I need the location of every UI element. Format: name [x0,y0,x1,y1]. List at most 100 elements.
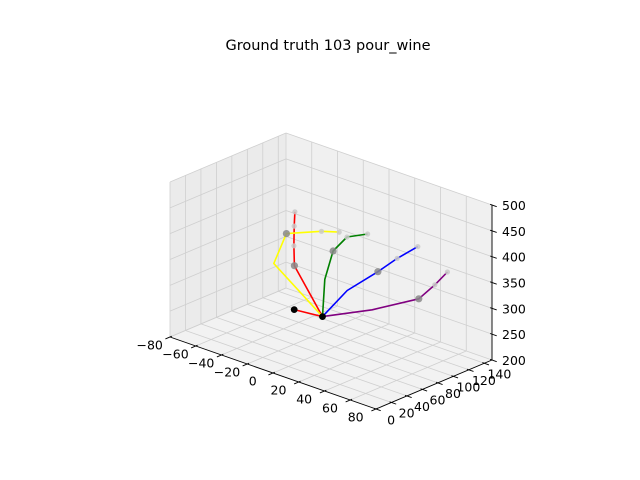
y-tick-mark [451,375,459,379]
y-tick-label: 120 [472,373,496,388]
joint-point-purple [444,269,450,275]
z-tick-mark [489,229,497,233]
y-tick-mark [482,362,490,366]
z-tick-label: 500 [502,198,526,213]
x-tick-label: −40 [188,356,214,371]
grid-line-z-back [285,132,493,206]
z-tick-label: 200 [502,353,526,368]
grid-lines [169,132,493,410]
joint-point-yellow [336,229,342,235]
joint-point-blue [394,255,400,261]
z-tick-label: 300 [502,301,526,316]
y-tick-label: 0 [387,412,395,427]
joint-point-blue [374,268,382,276]
joint-point-red [291,223,297,229]
y-tick-label: 140 [487,367,511,382]
joint-point-green [344,234,350,240]
y-tick-mark [404,394,412,399]
joint-point-yellow [318,228,325,234]
joint-point-green [365,231,371,237]
x-tick-label: −60 [162,347,188,362]
grid-line-z-left [169,261,287,312]
x-tick-mark [293,380,301,385]
grid-line-x-floor [298,332,415,383]
z-tick-mark [489,307,497,311]
grid-line-y-floor [231,310,438,384]
x-tick-mark [268,371,276,376]
z-tick-mark [489,333,497,337]
x-tick-mark [242,362,250,367]
grid-line-y-floor [247,303,454,377]
z-tick-mark [489,281,497,285]
grid-line-z-back [285,210,493,283]
z-tick-mark [489,203,497,208]
grid-line-y-floor [216,317,423,390]
x-tick-label: 60 [322,401,338,416]
z-tick-label: 350 [502,276,526,291]
z-tick-mark [489,255,497,259]
grid-line-x-floor [195,296,312,347]
y-tick-label: 40 [414,399,430,414]
joint-point-purple [432,282,438,288]
joint-point-red [290,262,298,270]
y-tick-mark [389,401,397,405]
x-tick-mark [345,398,353,403]
series-layer [272,209,450,320]
y-axis-line [375,359,493,410]
y-tick-mark [420,388,428,392]
x-tick-label: −20 [214,365,240,380]
y-tick-label: 60 [430,393,446,408]
y-tick-label: 20 [399,406,415,421]
grid-line-z-left [169,184,287,235]
y-tick-label: 100 [456,380,480,395]
x-tick-label: 40 [296,392,312,407]
grid-line-y-floor [185,330,392,403]
z-tick-mark [489,358,497,363]
joint-point-red [291,243,297,249]
joint-point-blue [415,244,421,250]
joint-point-red [292,209,298,215]
joint-point-purple [415,295,423,303]
grid-line-y-floor [200,323,408,397]
grid-line-y-floor [278,290,485,364]
grid-line-z-left [169,235,287,286]
grid-line-z-left [169,210,287,260]
grid-line-z-back [285,261,493,335]
z-tick-label: 250 [502,327,526,342]
z-tick-label: 450 [502,224,526,239]
grid-line-x-floor [221,305,338,356]
grid-line-z-back [285,158,493,232]
x-tick-mark [216,353,224,358]
grid-line-x-floor [247,314,364,365]
palm-point [290,306,298,313]
joint-point-yellow [282,230,290,238]
x-tick-label: 20 [271,383,287,398]
grid-line-z-back [285,235,493,309]
x-tick-mark [165,335,173,340]
grid-line-z-back [285,287,493,361]
grid-line-z-left [169,132,287,183]
grid-line-x-floor [350,350,467,401]
grid-line-z-left [169,158,287,209]
y-tick-mark [466,368,474,372]
chart-title: Ground truth 103 pour_wine [225,38,430,54]
joint-point-green [329,247,337,255]
z-tick-label: 400 [502,250,526,265]
y-tick-label: 80 [445,386,461,401]
x-tick-mark [371,407,379,412]
grid-line-z-left [169,287,287,338]
y-tick-mark [435,381,443,385]
x-tick-mark [190,344,198,349]
grid-line-x-floor [324,341,441,392]
grid-line-x-floor [272,323,390,374]
x-tick-label: −80 [137,338,163,353]
palm-point [319,313,326,320]
x-tick-mark [319,389,327,394]
y-tick-mark [373,407,381,412]
grid-line-z-back [285,184,493,258]
x-tick-label: 80 [348,410,364,425]
x-tick-label: 0 [249,374,257,389]
